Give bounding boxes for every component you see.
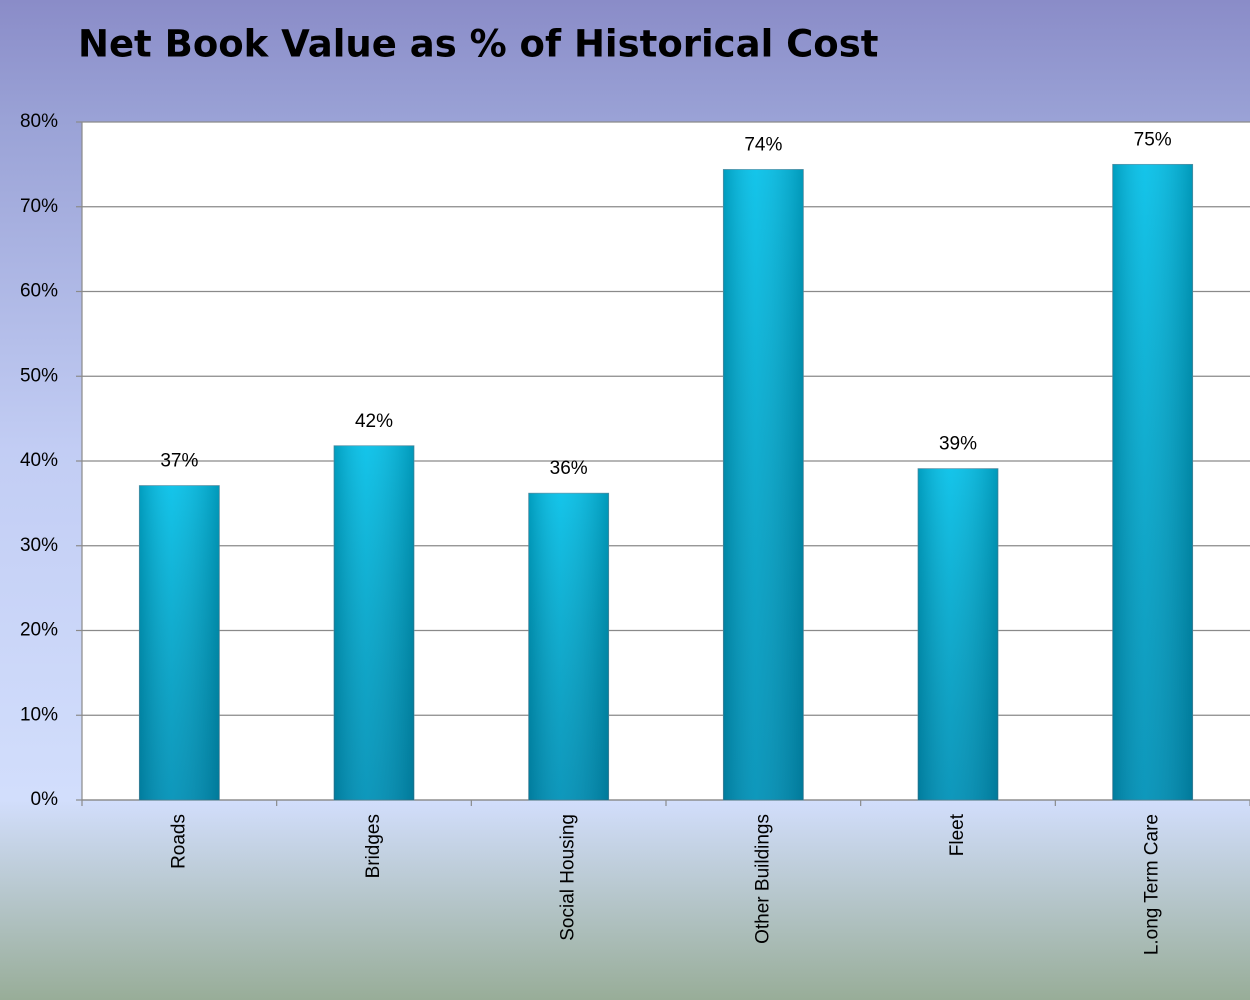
chart-title: Net Book Value as % of Historical Cost <box>78 23 878 66</box>
data-label: 74% <box>744 134 782 155</box>
y-tick-label: 70% <box>20 196 58 217</box>
x-tick-label: Roads <box>168 814 189 869</box>
bar-shade <box>139 485 220 800</box>
bar-shade <box>1112 164 1193 800</box>
data-label: 42% <box>355 411 393 432</box>
y-tick-label: 0% <box>31 789 59 810</box>
y-tick-label: 30% <box>20 535 58 556</box>
y-tick-label: 60% <box>20 281 58 302</box>
bar-shade <box>723 169 804 800</box>
y-tick-label: 50% <box>20 365 58 386</box>
x-tick-label: L.ong Term Care <box>1142 814 1163 955</box>
y-tick-label: 80% <box>20 111 58 132</box>
data-label: 37% <box>160 451 198 472</box>
y-tick-label: 10% <box>20 704 58 725</box>
x-tick-label: Other Buildings <box>752 814 773 944</box>
bar-shade <box>528 493 609 800</box>
x-tick-label: Fleet <box>947 813 968 856</box>
y-tick-label: 40% <box>20 450 58 471</box>
data-label: 36% <box>550 458 588 479</box>
x-tick-label: Social Housing <box>558 814 579 941</box>
bar-shade <box>334 445 414 800</box>
x-tick-label: Bridges <box>363 814 384 878</box>
bar-shade <box>918 468 998 800</box>
data-label: 75% <box>1134 129 1172 150</box>
y-tick-label: 20% <box>20 620 58 641</box>
data-label: 39% <box>939 434 977 455</box>
